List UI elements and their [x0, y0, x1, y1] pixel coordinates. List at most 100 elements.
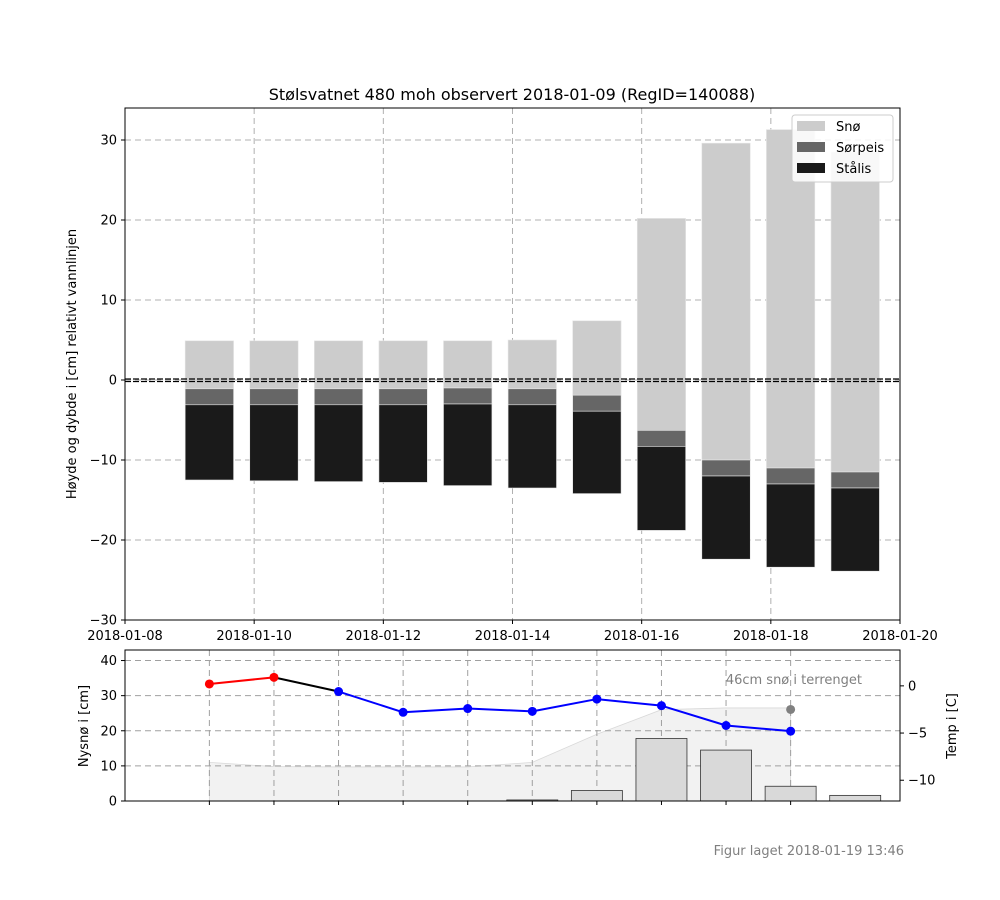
top-y-tick-label: 20	[100, 214, 117, 229]
top-x-tick-label: 2018-01-18	[733, 629, 809, 644]
top-y-tick-label: 30	[100, 134, 117, 149]
temperature-line	[204, 672, 796, 736]
temperature-point	[334, 687, 344, 697]
bar-ice	[249, 404, 299, 482]
temperature-segment	[403, 707, 468, 714]
bar-slush	[184, 388, 234, 406]
top-y-tick-label: −30	[90, 614, 117, 629]
temperature-point	[592, 694, 602, 704]
temperature-point	[398, 707, 408, 717]
bottom-frame	[124, 649, 901, 802]
new-snow-bar	[700, 749, 752, 802]
bar-ice	[766, 483, 816, 568]
bottom-y2-ticks: −10 −5 0	[900, 679, 935, 789]
temperature-point	[721, 721, 731, 730]
legend: Snø Sørpeis Stålis	[791, 114, 894, 183]
bar-snow	[636, 218, 686, 431]
legend-swatch	[797, 142, 825, 152]
bar-ice	[184, 404, 234, 481]
temperature-segment	[596, 698, 662, 707]
bar-ice	[572, 410, 622, 494]
bottom-y-tick-label: 30	[100, 689, 117, 704]
legend-swatch	[797, 163, 825, 173]
temperature-segment	[273, 676, 339, 693]
bar-snow	[443, 340, 493, 389]
bar-snow	[249, 340, 299, 390]
new-snow-bars	[506, 738, 882, 802]
top-x-ticks: 2018-01-08 2018-01-10 2018-01-12 2018-01-14…	[87, 620, 938, 644]
bar-snow	[378, 340, 428, 390]
chart-title: Stølsvatnet 480 moh observert 2018-01-09…	[269, 85, 756, 104]
legend-label: Stålis	[836, 162, 872, 177]
bar-slush	[636, 430, 686, 447]
top-y-tick-label: 10	[100, 294, 117, 309]
bar-slush	[830, 471, 880, 489]
snow-depth-marker	[786, 704, 796, 714]
ice-profile-chart: 2018-01-08 2018-01-10 2018-01-12 2018-01-14…	[65, 85, 938, 644]
bar-snow	[766, 129, 816, 469]
bottom-y-tick-label: 20	[100, 724, 117, 739]
top-x-tick-label: 2018-01-14	[475, 629, 551, 644]
bar-slush	[378, 388, 428, 406]
temperature-point	[527, 706, 537, 716]
bottom-y-tick-label: 0	[109, 795, 117, 810]
new-snow-bar	[829, 794, 882, 802]
bar-ice	[314, 404, 364, 482]
temperature-point	[463, 704, 473, 714]
bar-slush	[507, 388, 557, 406]
temperature-segment	[467, 707, 533, 713]
top-y-axis-label: Høyde og dybde i [cm] relativt vannlinje…	[65, 229, 80, 499]
bar-slush	[314, 388, 364, 406]
bar-snow	[572, 320, 622, 396]
temperature-segment	[338, 690, 404, 714]
new-snow-bar	[570, 790, 623, 802]
bar-ice	[507, 404, 557, 489]
bar-ice	[378, 404, 428, 483]
temperature-segment	[532, 698, 598, 713]
weather-chart: 0 10 20 30 40 −10 −5 0 Nysnø i [cm] Temp i [C]…	[77, 649, 960, 810]
bar-ice	[443, 403, 493, 486]
top-x-tick-label: 2018-01-10	[216, 629, 292, 644]
bar-ice	[830, 487, 880, 572]
bar-ice	[701, 475, 751, 560]
temperature-point	[204, 679, 214, 689]
temperature-segment	[209, 676, 275, 685]
snow-annotation: 46cm snø i terrenget	[726, 673, 862, 688]
top-y-tick-label: 0	[109, 374, 117, 389]
top-x-tick-label: 2018-01-12	[346, 629, 422, 644]
bottom-y2-tick-label: 0	[908, 679, 916, 694]
bottom-x-ticks	[208, 801, 792, 805]
bar-snow	[314, 340, 364, 390]
bar-ice	[636, 446, 686, 531]
footer-text: Figur laget 2018-01-19 13:46	[714, 844, 904, 859]
top-x-tick-label: 2018-01-08	[87, 629, 163, 644]
bar-slush	[766, 467, 816, 485]
bar-snow	[830, 151, 880, 473]
bottom-y2-tick-label: −10	[908, 774, 935, 789]
bottom-y2-axis-label: Temp i [C]	[945, 693, 960, 760]
temperature-point	[786, 726, 796, 736]
temperature-point	[656, 701, 666, 711]
bottom-y-axis-label: Nysnø i [cm]	[77, 685, 92, 767]
waterline	[125, 378, 900, 383]
bar-slush	[572, 394, 622, 412]
legend-swatch	[797, 121, 825, 131]
temperature-segment	[661, 704, 727, 727]
bar-slush	[701, 459, 751, 477]
bar-snow	[507, 339, 557, 390]
new-snow-bar	[764, 785, 817, 802]
bar-slush	[443, 387, 493, 405]
bottom-y-tick-label: 40	[100, 654, 117, 669]
bottom-y-tick-label: 10	[100, 759, 117, 774]
top-x-tick-label: 2018-01-20	[862, 629, 938, 644]
top-x-tick-label: 2018-01-16	[604, 629, 680, 644]
bottom-y-ticks: 0 10 20 30 40	[100, 654, 125, 810]
temperature-point	[269, 672, 279, 682]
legend-label: Sørpeis	[836, 141, 884, 156]
bar-slush	[249, 388, 299, 406]
bottom-y2-tick-label: −5	[908, 727, 927, 742]
top-y-tick-label: −20	[90, 534, 117, 549]
new-snow-bar	[635, 738, 688, 802]
top-y-tick-label: −10	[90, 454, 117, 469]
